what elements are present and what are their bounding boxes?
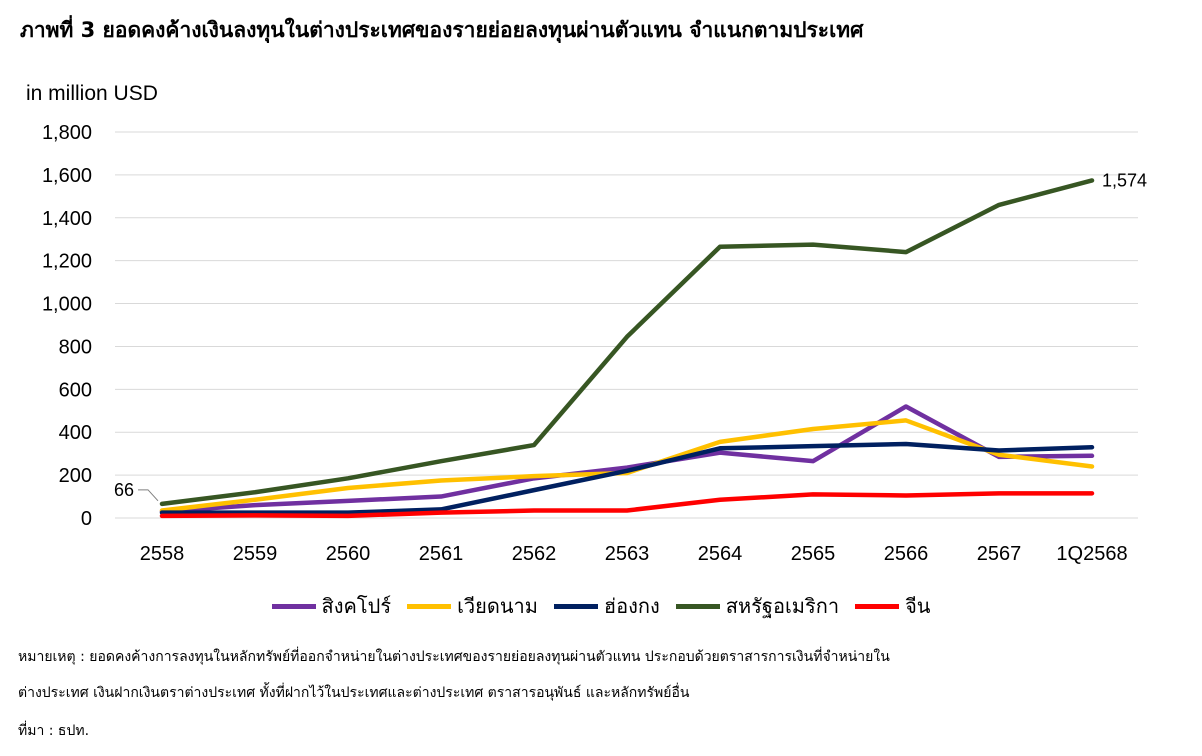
y-tick-label: 1,400 [42,208,92,230]
x-tick-label: 2559 [233,543,278,565]
y-tick-label: 1,600 [42,165,92,187]
legend-item: เวียดนาม [407,590,538,622]
legend-swatch [271,603,316,609]
legend-label: จีน [905,594,931,618]
legend-swatch [407,603,452,609]
y-tick-label: 600 [59,379,92,401]
annotations: 66 1,574 [114,170,1147,502]
series-line [159,441,1095,515]
y-tick-label: 400 [59,422,92,444]
series-line [159,178,1095,507]
x-tick-labels: 2558 2559 2560 2561 2562 2563 2564 2565 2566 2567… [140,543,1128,565]
chart-title: ภาพที่ 3 ยอดคงค้างเงินลงทุนในต่างประเทศข… [20,18,864,42]
legend-item: ฮ่องกง [553,590,660,622]
y-tick-label: 200 [59,465,92,487]
y-tick-label: 1,000 [42,294,92,316]
x-tick-label: 2563 [605,543,650,565]
legend-label: เวียดนาม [457,594,538,618]
note-line-2: ต่างประเทศ เงินฝากเงินตราต่างประเทศ ทั้ง… [18,685,690,701]
x-tick-label: 2561 [419,543,464,565]
data-label: 66 [114,480,134,500]
y-axis-unit-label: in million USD [26,82,158,105]
x-tick-label: 2565 [791,543,836,565]
legend-swatch [553,603,598,609]
legend-swatch [675,603,720,609]
x-tick-label: 2566 [884,543,929,565]
note-line-1: หมายเหตุ : ยอดคงค้างการลงทุนในหลักทรัพย์… [18,649,890,665]
x-tick-label: 2560 [326,543,371,565]
y-tick-label: 1,800 [42,122,92,144]
x-tick-label: 2564 [698,543,743,565]
x-tick-label: 2562 [512,543,557,565]
legend-item: จีน [855,590,930,622]
x-tick-label: 1Q2568 [1056,543,1127,565]
x-tick-label: 2558 [140,543,185,565]
line-chart: 0 200 400 600 800 1,000 1,200 1,400 1,600 1,800 2… [42,122,1147,565]
legend-label: ฮ่องกง [603,594,660,618]
legend-item: สิงคโปร์ [271,590,392,622]
y-tick-labels: 0 200 400 600 800 1,000 1,200 1,400 1,600 1,800 [42,122,92,530]
series-lines [159,178,1095,519]
source-line: ที่มา : ธปท. [18,723,90,739]
legend-label: สิงคโปร์ [321,594,392,618]
x-tick-label: 2567 [977,543,1022,565]
y-tick-label: 0 [81,508,92,530]
y-tick-label: 1,200 [42,251,92,273]
grid-lines [115,131,1138,519]
y-tick-label: 800 [59,336,92,358]
series-line [159,404,1095,514]
legend: สิงคโปร์ เวียดนาม ฮ่องกง สหรัฐอเมริกา จีน [0,590,1202,622]
legend-label: สหรัฐอเมริกา [725,594,840,618]
data-label: 1,574 [1102,170,1147,190]
data-label-leader [138,489,159,502]
legend-item: สหรัฐอเมริกา [675,590,840,622]
series-line [159,491,1095,519]
legend-swatch [855,603,900,609]
